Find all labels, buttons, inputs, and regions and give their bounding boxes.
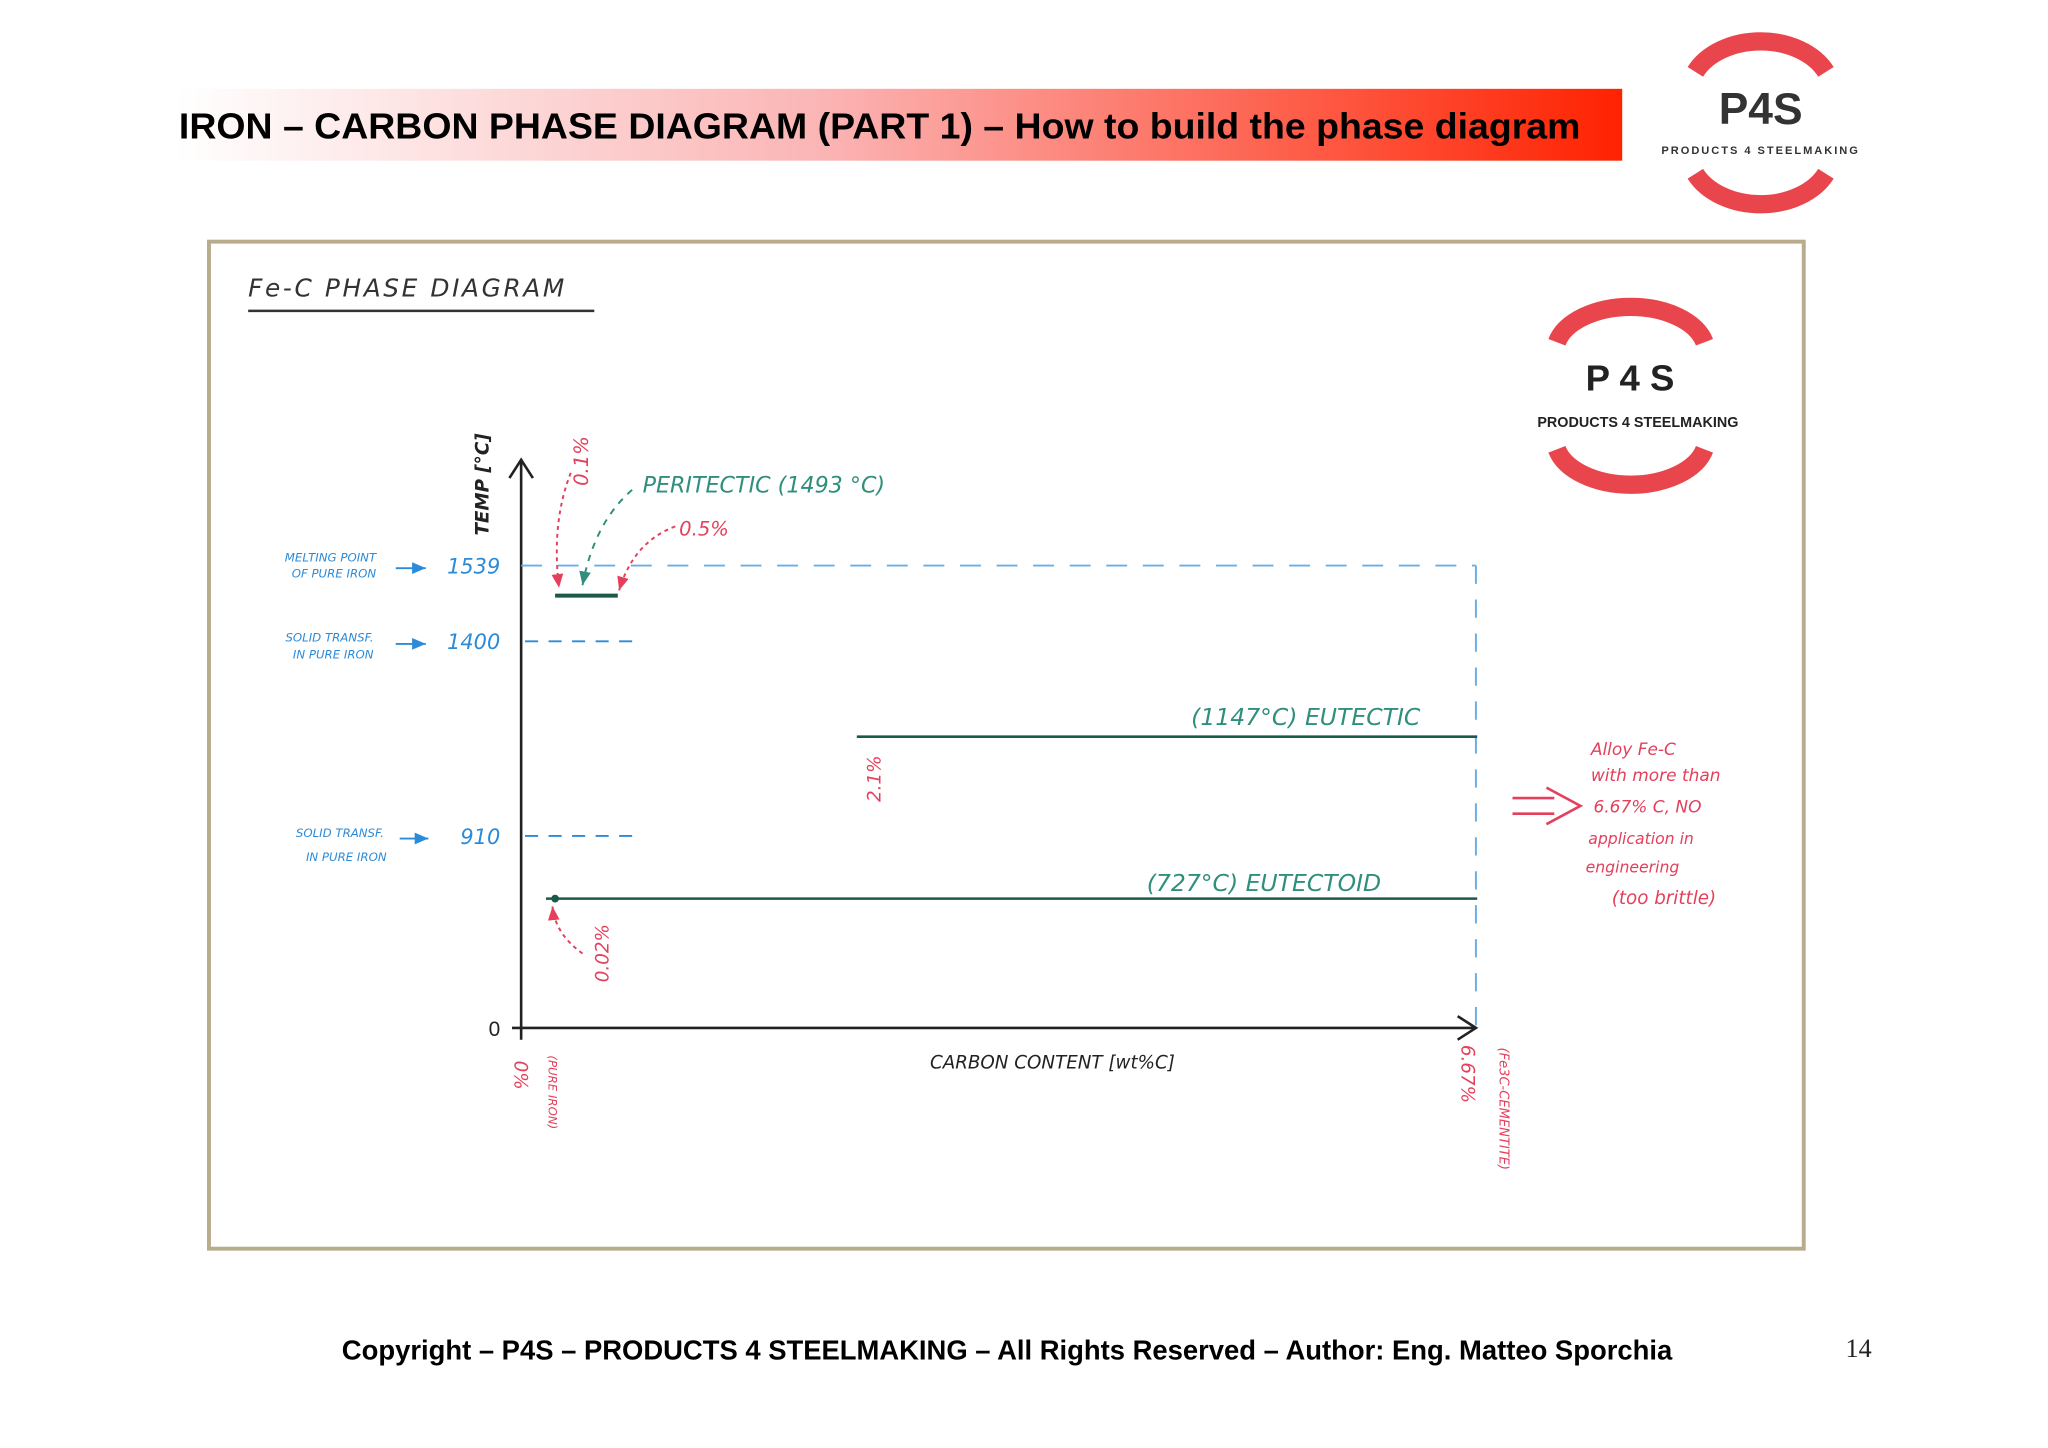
logo-name: P4S <box>1719 85 1803 134</box>
tick-note: IN PURE IRON <box>293 647 374 661</box>
logo-arc <box>1687 168 1834 214</box>
slide-title: IRON – CARBON PHASE DIAGRAM (PART 1) – H… <box>179 105 1580 146</box>
eutectoid-label: (727°C) EUTECTOID <box>1147 869 1381 897</box>
diagram-title: Fe-C PHASE DIAGRAM <box>248 274 567 303</box>
logo-arc <box>1687 32 1834 78</box>
x-end-note: (Fe3C-CEMENTITE) <box>1495 1048 1510 1170</box>
composition-arrow <box>551 472 572 588</box>
side-note: (too brittle) <box>1612 888 1716 909</box>
tick-note: MELTING POINT <box>285 551 377 565</box>
composition-arrow <box>617 525 676 591</box>
peritectic-arrow <box>579 489 633 586</box>
y-tick-label: 0 <box>489 1018 501 1041</box>
logo-arc <box>1548 445 1714 494</box>
logo-name: P 4 S <box>1586 358 1675 399</box>
tick-note: IN PURE IRON <box>306 850 387 864</box>
y-tick-label: 1400 <box>447 630 500 654</box>
eutectic-label: (1147°C) EUTECTIC <box>1191 703 1421 731</box>
title-bar <box>176 88 1623 161</box>
side-note: Alloy Fe-C <box>1590 740 1676 760</box>
x-axis-label: CARBON CONTENT [wt%C] <box>930 1052 1175 1073</box>
eutectoid-composition: 0.02% <box>593 924 614 982</box>
side-note: engineering <box>1586 858 1680 877</box>
peritectic-composition: 0.1% <box>570 436 593 486</box>
peritectic-composition: 0.5% <box>679 518 729 541</box>
eutectic-composition: 2.1% <box>864 756 885 802</box>
tick-note: OF PURE IRON <box>292 566 377 580</box>
note-arrow <box>1512 786 1584 826</box>
y-tick-label: 910 <box>460 825 500 849</box>
peritectic-label: PERITECTIC (1493 °C) <box>643 472 885 498</box>
logo-tagline: PRODUCTS 4 STEELMAKING <box>1537 415 1738 431</box>
eutectoid-point <box>551 894 560 903</box>
logo-tagline: PRODUCTS 4 STEELMAKING <box>1661 145 1859 157</box>
y-axis-label: TEMP [°C] <box>472 433 493 536</box>
side-note: with more than <box>1591 766 1721 786</box>
page-number: 14 <box>1846 1334 1872 1363</box>
tick-note: SOLID TRANSF. <box>296 826 384 840</box>
y-axis-arrow <box>508 457 534 479</box>
side-note: 6.67% C, NO <box>1593 797 1701 817</box>
footer-copyright: Copyright – P4S – PRODUCTS 4 STEELMAKING… <box>342 1335 1673 1366</box>
diagram-frame <box>207 239 1806 1251</box>
logo-arc <box>1548 297 1714 346</box>
x-start-label: 0% <box>510 1061 531 1090</box>
x-start-note: (PURE IRON) <box>546 1055 560 1129</box>
x-axis-arrow <box>1456 1015 1479 1041</box>
x-end-label: 6.67% <box>1457 1045 1478 1103</box>
y-tick-label: 1539 <box>447 554 500 578</box>
side-note: application in <box>1588 829 1694 848</box>
tick-note: SOLID TRANSF. <box>285 630 373 644</box>
